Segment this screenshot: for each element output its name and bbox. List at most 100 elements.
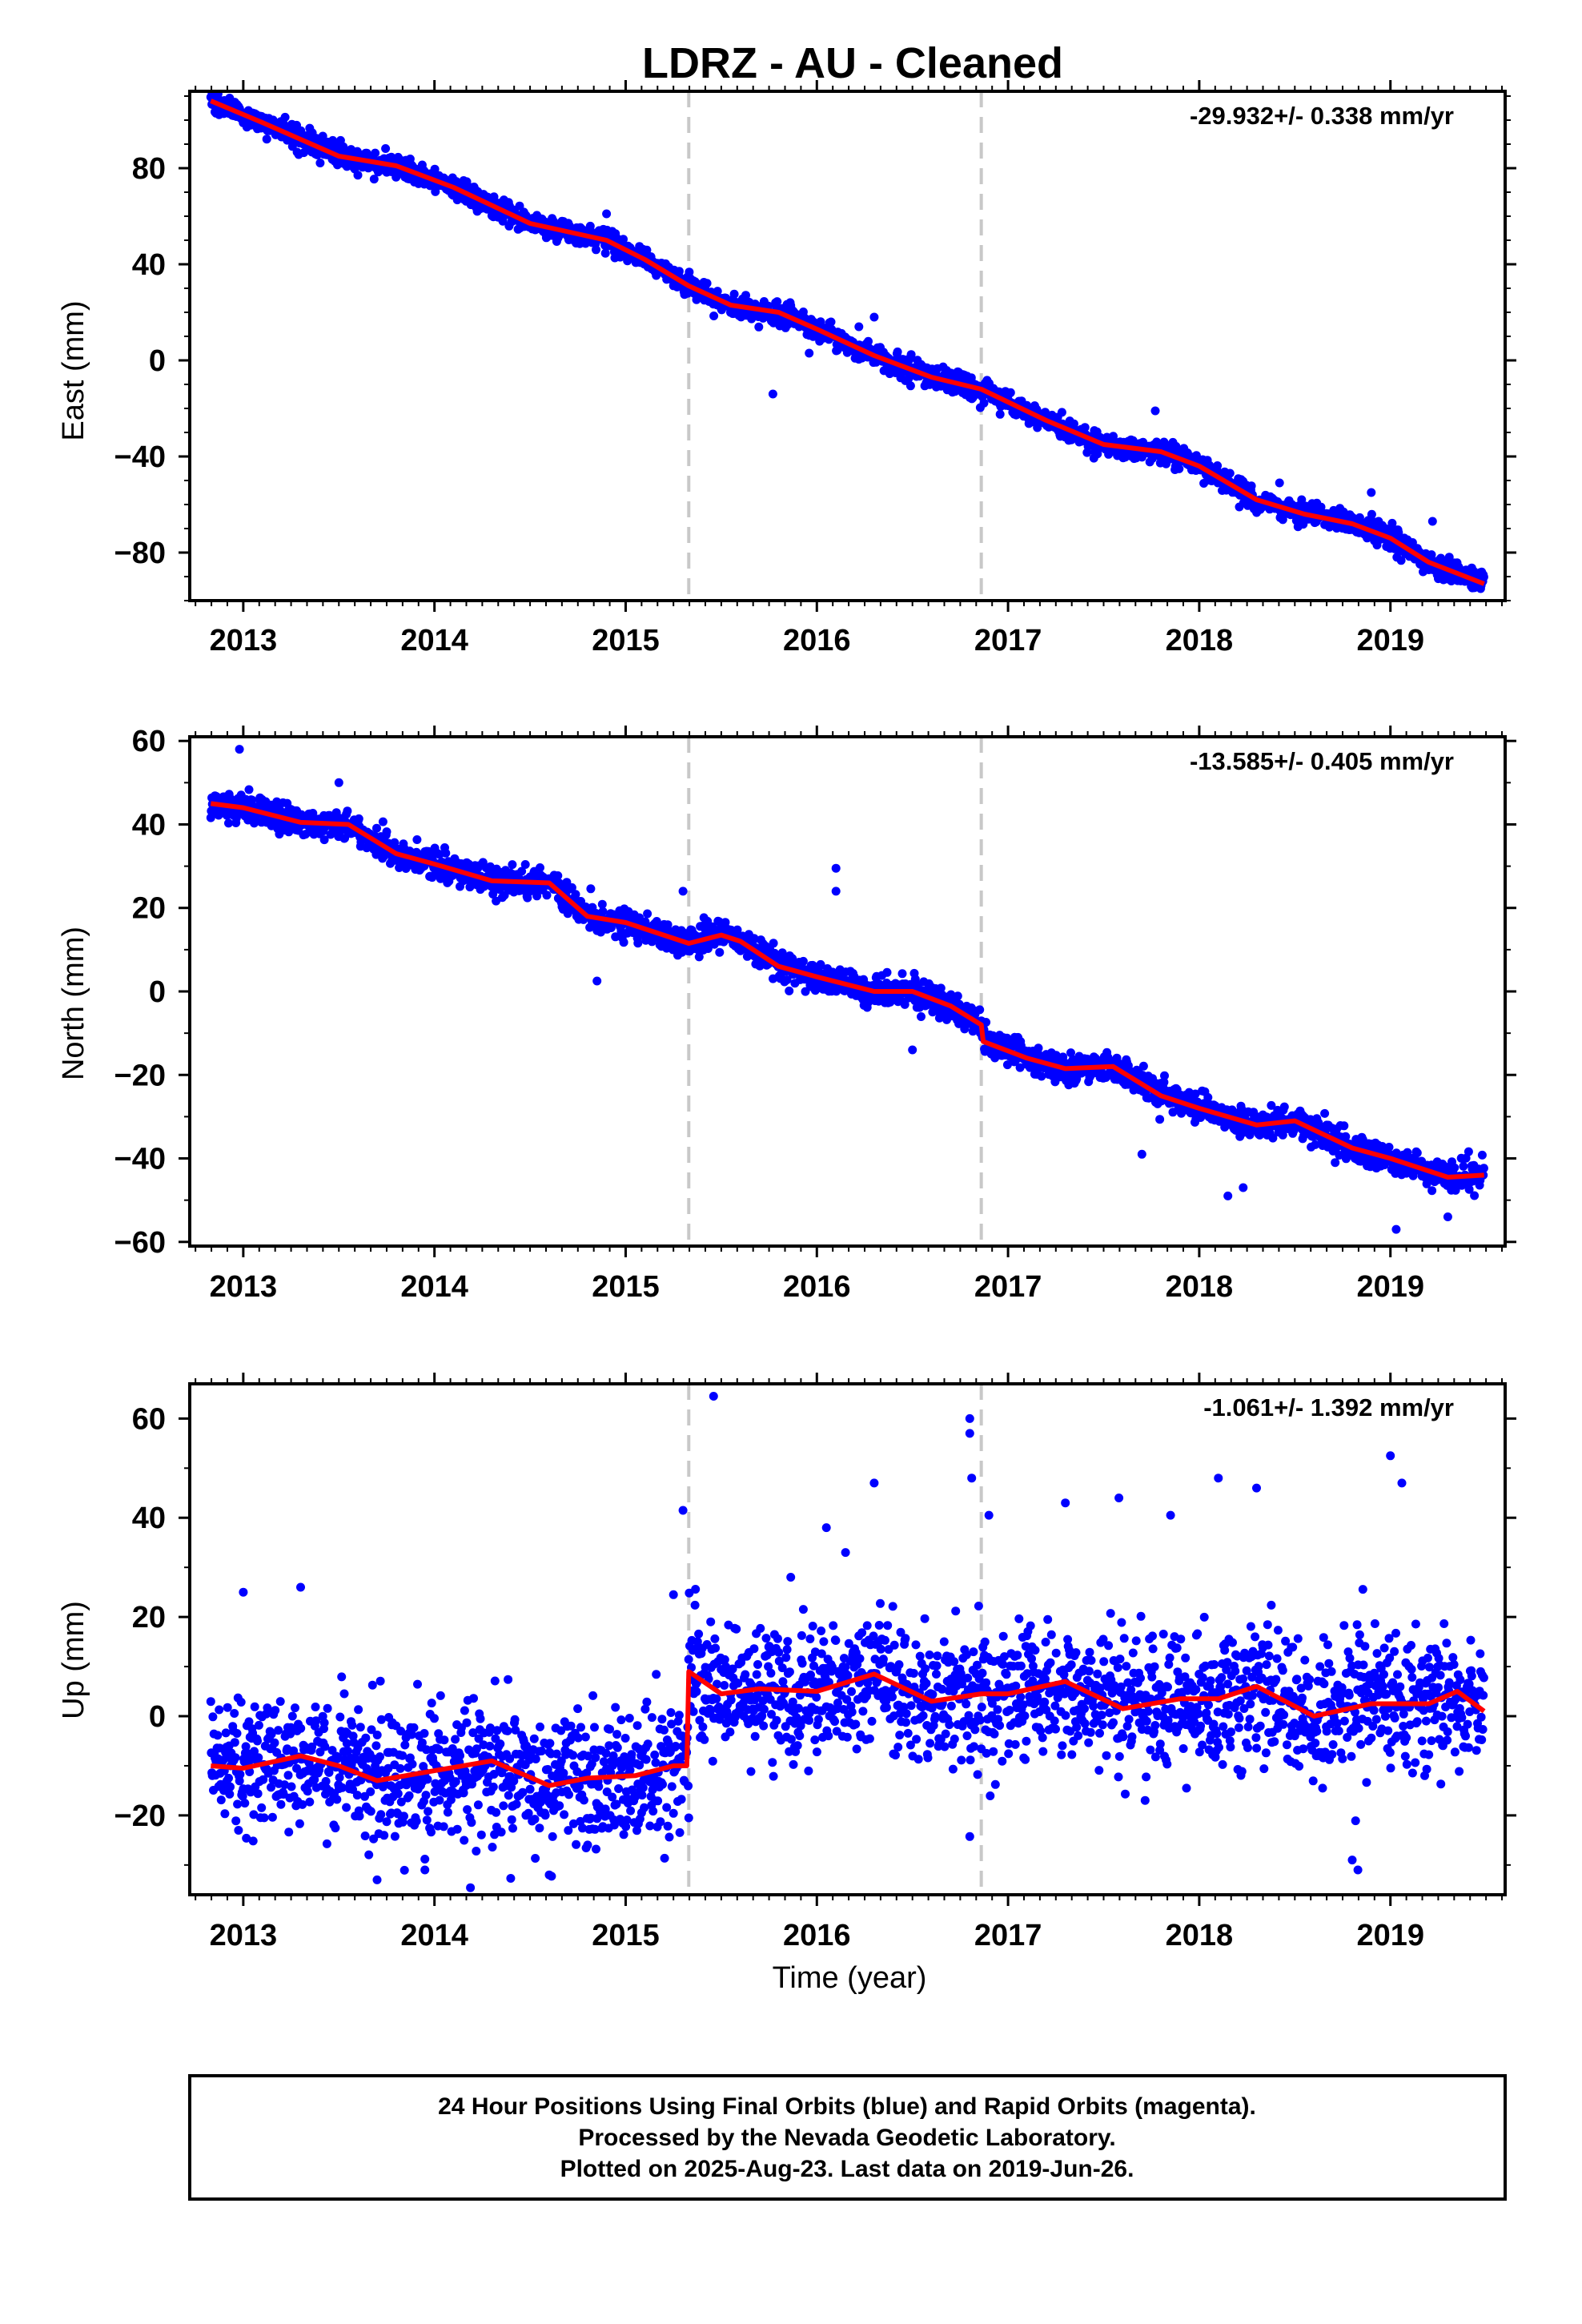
north-point [520, 860, 530, 869]
north-outlier-point [1137, 1149, 1146, 1159]
east-xtick-label: 2018 [1166, 624, 1234, 657]
north-point [1320, 1108, 1330, 1118]
north-model-line [210, 801, 1484, 1180]
north-outlier-point [831, 887, 841, 896]
east-point [754, 322, 764, 332]
figure-title: LDRZ - AU - Cleaned [642, 39, 1063, 87]
north-point [1155, 1115, 1165, 1124]
north-point [769, 939, 778, 948]
north-point [354, 814, 363, 823]
north-point [319, 835, 329, 845]
north-point [382, 827, 391, 837]
north-outlier-point [1391, 1224, 1401, 1234]
east-point [826, 317, 836, 327]
east-point [773, 297, 782, 307]
north-point [1477, 1150, 1487, 1160]
east-xtick-label: 2016 [783, 624, 851, 657]
north-point [982, 1018, 991, 1027]
north-point [694, 952, 704, 962]
north-point [372, 823, 381, 833]
east-point [893, 347, 902, 356]
north-point [715, 947, 725, 957]
north-point [801, 987, 810, 996]
east-ytick-label: 80 [132, 152, 166, 186]
north-point [1034, 1043, 1043, 1053]
north-ytick-label: 40 [132, 808, 166, 842]
north-point [785, 986, 794, 995]
east-point [864, 336, 873, 346]
east-point [729, 289, 739, 299]
east-outlier-point [277, 132, 287, 142]
north-point [1268, 1133, 1278, 1143]
east-point [1278, 515, 1287, 525]
east-point [979, 398, 989, 408]
east-point [1479, 573, 1488, 581]
north-point [390, 838, 400, 847]
north-point [1203, 1092, 1213, 1102]
east-xtick-label: 2015 [592, 624, 660, 657]
east-outlier-point [1367, 488, 1376, 497]
north-point [244, 785, 254, 794]
north-point [1464, 1147, 1473, 1156]
north-outlier-point [831, 863, 841, 873]
north-point [536, 863, 544, 872]
north-point [567, 883, 576, 892]
north-point [777, 948, 787, 958]
east-point [741, 291, 750, 300]
north-outlier-point [1239, 1183, 1248, 1192]
east-outlier-point [805, 348, 814, 358]
north-point [1451, 1185, 1460, 1195]
east-point [1427, 550, 1436, 560]
north-point [1339, 1121, 1349, 1131]
north-point [586, 884, 596, 894]
north-point [378, 817, 387, 826]
north-point [1427, 1186, 1437, 1196]
east-outlier-point [854, 322, 864, 332]
north-point [343, 806, 352, 816]
east-point [353, 171, 363, 180]
east-point [371, 148, 380, 158]
east-point [702, 279, 712, 288]
north-point [1412, 1148, 1422, 1158]
east-point [905, 381, 915, 391]
north-point [1464, 1184, 1474, 1194]
north-point [224, 818, 233, 828]
east-ytick-label: −40 [114, 440, 166, 474]
north-point [1037, 1072, 1046, 1081]
north-point [542, 891, 552, 900]
east-frame [188, 90, 1507, 602]
east-point [430, 164, 440, 174]
east-ytick-label: 0 [149, 344, 166, 378]
north-point [1279, 1102, 1289, 1112]
north-ytick-label: −60 [114, 1226, 166, 1260]
north-point [1459, 1161, 1468, 1171]
north-outlier-point [592, 976, 602, 986]
north-point [500, 891, 509, 900]
east-point [315, 159, 325, 167]
north-point [247, 795, 257, 805]
north-point [882, 967, 892, 977]
north-point [571, 890, 580, 899]
north-xtick-label: 2014 [400, 1270, 468, 1304]
north-point [1341, 1132, 1351, 1141]
north-point [488, 890, 498, 899]
east-ylabel: East (mm) [57, 300, 90, 440]
north-point [1066, 1048, 1075, 1058]
north-point [1331, 1158, 1340, 1168]
east-point [906, 350, 916, 360]
east-model-line [210, 99, 1485, 586]
north-point [441, 848, 451, 858]
east-outlier-point [869, 312, 879, 322]
east-point [685, 267, 694, 277]
north-point [721, 918, 730, 927]
east-outlier-point [768, 389, 777, 399]
east-point [1057, 408, 1066, 417]
east-xtick-label: 2019 [1356, 624, 1424, 657]
north-point [563, 909, 572, 919]
east-point [713, 287, 722, 296]
north-point [597, 899, 607, 909]
east-rate-label: -29.932+/- 0.338 mm/yr [1190, 102, 1454, 130]
